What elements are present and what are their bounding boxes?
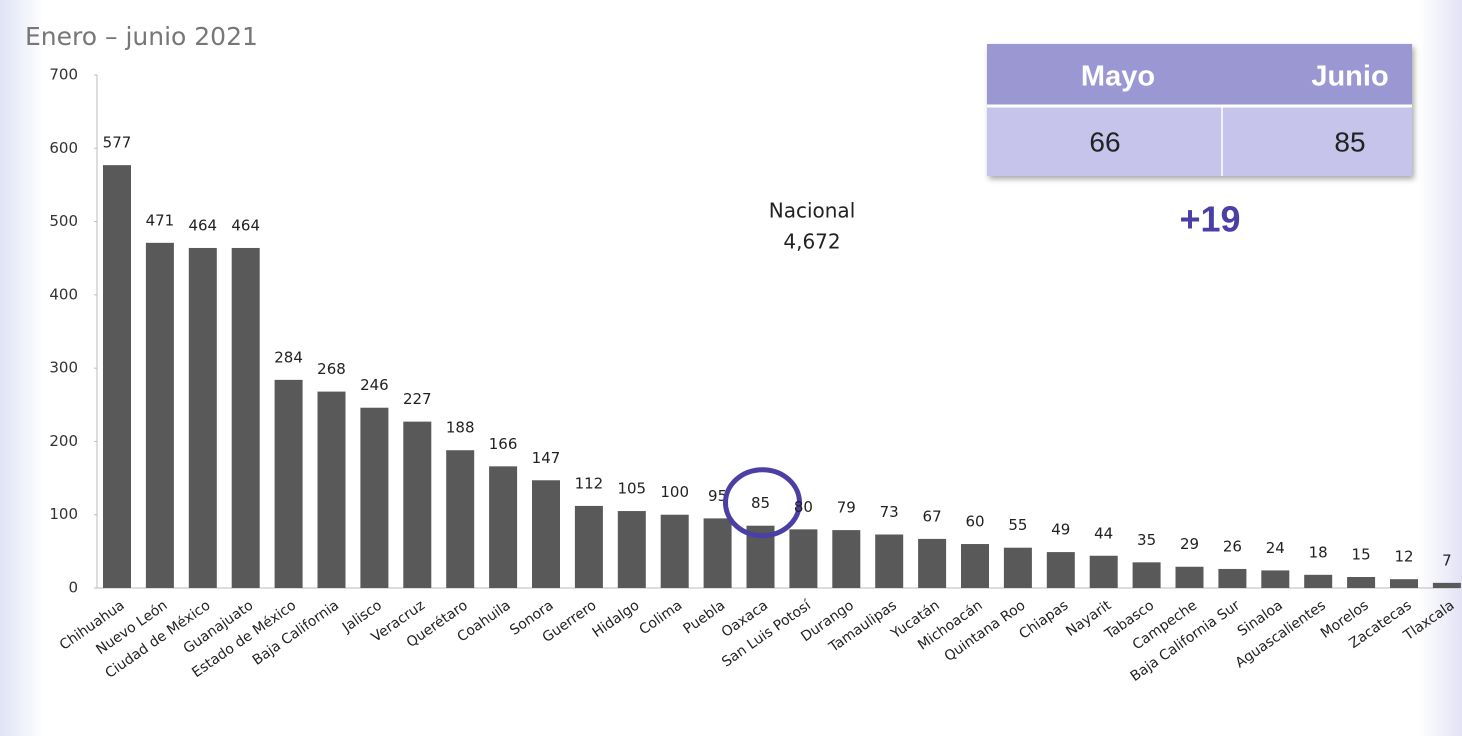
bar xyxy=(574,505,603,588)
bar xyxy=(703,518,732,588)
annotation: Nacional xyxy=(769,199,856,223)
bar xyxy=(489,466,518,588)
bar xyxy=(231,247,260,588)
data-label: 284 xyxy=(274,348,303,366)
bar xyxy=(875,534,904,588)
bar xyxy=(789,529,818,588)
highlight-circle xyxy=(723,467,802,539)
table-header-cell: Junio xyxy=(1311,61,1388,93)
bar xyxy=(1089,555,1118,588)
table-cell: 66 xyxy=(1089,126,1120,157)
bar xyxy=(1003,547,1032,588)
bar xyxy=(317,391,346,588)
data-label: 112 xyxy=(575,474,604,492)
data-label: 246 xyxy=(360,376,389,394)
bar xyxy=(1390,579,1418,588)
y-tick-label: 100 xyxy=(49,505,78,523)
bar xyxy=(961,544,989,588)
data-label: 49 xyxy=(1051,521,1070,539)
bar xyxy=(832,530,861,588)
table-header xyxy=(987,44,1412,105)
data-label: 85 xyxy=(751,494,770,512)
bar xyxy=(188,247,217,588)
data-label: 29 xyxy=(1180,535,1199,553)
data-label: 95 xyxy=(708,487,727,505)
y-tick-label: 300 xyxy=(49,359,78,377)
data-label: 12 xyxy=(1394,548,1413,566)
data-label: 73 xyxy=(880,503,899,521)
y-tick-label: 400 xyxy=(49,285,78,303)
bar xyxy=(532,480,560,588)
data-label: 577 xyxy=(103,134,132,152)
data-label: 80 xyxy=(794,498,813,516)
data-label: 24 xyxy=(1266,539,1285,557)
bar xyxy=(918,538,947,588)
data-label: 166 xyxy=(489,435,518,453)
subtitle: Enero – junio 2021 xyxy=(25,22,258,51)
data-label: 7 xyxy=(1442,551,1452,569)
data-label: 35 xyxy=(1137,531,1156,549)
table: Mayo Junio 66 85 +19 xyxy=(987,44,1412,240)
data-label: 464 xyxy=(188,216,217,234)
data-label: 471 xyxy=(146,211,175,229)
bar xyxy=(660,514,689,588)
data-label: 18 xyxy=(1309,543,1328,561)
data-label: 464 xyxy=(231,216,260,234)
bar xyxy=(1261,570,1290,588)
data-label: 26 xyxy=(1223,537,1242,555)
bar xyxy=(403,421,432,588)
bar xyxy=(1304,574,1333,588)
data-label: 227 xyxy=(403,390,432,408)
data-label: 55 xyxy=(1008,516,1027,534)
y-tick-label: 700 xyxy=(49,66,78,84)
data-label: 79 xyxy=(837,499,856,517)
bar xyxy=(1347,577,1376,588)
difference: +19 xyxy=(1179,199,1240,240)
bar xyxy=(145,242,174,588)
y-tick-label: 200 xyxy=(49,432,78,450)
bar xyxy=(1432,582,1461,588)
bar xyxy=(1046,552,1075,588)
data-label: 67 xyxy=(923,507,942,525)
bar xyxy=(274,379,303,588)
bar xyxy=(1218,568,1247,588)
data-label: 268 xyxy=(317,360,346,378)
data-label: 147 xyxy=(532,449,561,467)
table-header-cell: Mayo xyxy=(1081,61,1155,93)
bar xyxy=(617,511,646,588)
y-tick-label: 500 xyxy=(49,212,78,230)
y-tick-label: 600 xyxy=(49,139,78,157)
table-cell: 85 xyxy=(1334,126,1365,157)
bar xyxy=(1175,566,1204,588)
bar xyxy=(446,450,475,588)
data-label: 100 xyxy=(660,483,689,501)
bar xyxy=(360,407,389,588)
bar xyxy=(103,165,131,589)
data-label: 105 xyxy=(617,480,646,498)
data-label: 188 xyxy=(446,419,475,437)
data-label: 15 xyxy=(1352,546,1371,564)
bar xyxy=(1132,562,1161,588)
data-label: 60 xyxy=(965,513,984,531)
data-label: 44 xyxy=(1094,524,1113,542)
y-tick-label: 0 xyxy=(68,579,78,597)
annotation: 4,672 xyxy=(783,230,840,254)
